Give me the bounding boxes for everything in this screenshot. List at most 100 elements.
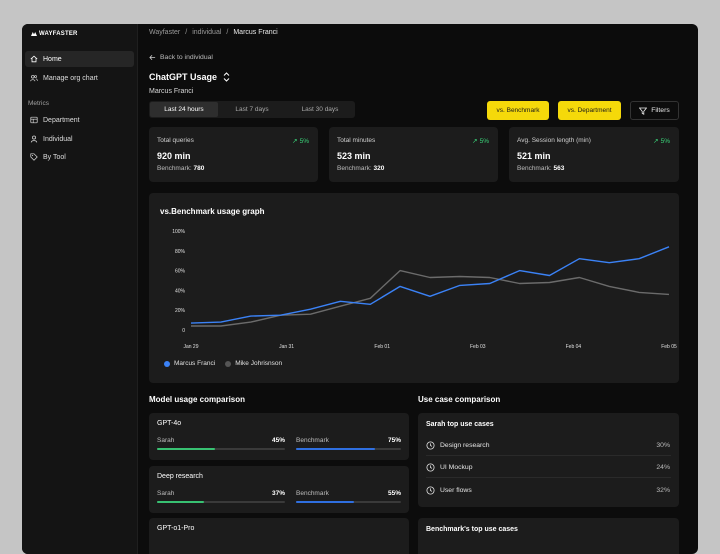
sidebar-item-manage-org-chart[interactable]: Manage org chart — [25, 70, 134, 86]
sidebar-item-by-tool[interactable]: By Tool — [25, 149, 134, 165]
stat-value: 521 min — [517, 151, 551, 161]
vs-department-button[interactable]: vs. Department — [558, 101, 621, 120]
vs-benchmark-button[interactable]: vs. Benchmark — [487, 101, 549, 120]
benchmark-pct: 55% — [387, 490, 401, 497]
chevron-up-down-icon — [223, 72, 230, 82]
back-link[interactable]: Back to individual — [149, 54, 213, 61]
sidebar-item-department[interactable]: Department — [25, 112, 134, 128]
trend-value: 5% — [660, 137, 670, 145]
logo[interactable]: WAYFASTER — [31, 31, 78, 37]
use-case-card-title: Sarah top use cases — [426, 421, 494, 428]
trend-up-icon: ↗ — [472, 138, 478, 145]
stat-card-avg-session-length: Avg. Session length (min) ↗ 5% 521 min Be… — [509, 127, 679, 182]
benchmark-label: Benchmark: — [157, 165, 192, 172]
benchmark-label: Benchmark — [296, 490, 329, 497]
time-range-selector: Last 24 hours Last 7 days Last 30 days — [149, 101, 355, 118]
logo-mark-icon — [31, 32, 37, 36]
clock-icon — [426, 462, 435, 472]
use-case-row[interactable]: UI Mockup 24% — [426, 461, 670, 473]
benchmark-label: Benchmark: — [517, 165, 552, 172]
page-title[interactable]: ChatGPT Usage — [149, 72, 230, 82]
y-tick-label: 20% — [175, 308, 186, 314]
user-label: Sarah — [157, 437, 175, 444]
trend-badge: ↗ 5% — [653, 137, 670, 146]
benchmark-value: 780 — [193, 165, 205, 172]
trend-value: 5% — [479, 137, 489, 145]
app-window: WAYFASTER Home Manage org chart Metrics … — [22, 24, 698, 554]
y-tick-label: 0 — [182, 328, 185, 334]
breadcrumb-item[interactable]: Wayfaster — [149, 29, 181, 36]
stat-value: 920 min — [157, 151, 191, 161]
legend-item[interactable]: Marcus Franci — [164, 360, 215, 367]
x-tick-label: Feb 05 — [661, 344, 677, 350]
user-progress-track — [157, 501, 285, 503]
sidebar-item-individual[interactable]: Individual — [25, 131, 134, 147]
benchmark-value: 320 — [373, 165, 385, 172]
x-tick-label: Feb 03 — [470, 344, 486, 350]
stat-benchmark: Benchmark: 563 — [517, 165, 564, 172]
trend-up-icon: ↗ — [292, 138, 298, 145]
person-icon — [30, 135, 38, 143]
usage-chart-card: vs.Benchmark usage graph 0 20% 40% 60% 80% 10… — [149, 193, 679, 383]
trend-up-icon: ↗ — [653, 138, 659, 145]
stat-card-total-minutes: Total minutes ↗ 5% 523 min Benchmark: 320 — [329, 127, 498, 182]
use-case-label: UI Mockup — [440, 463, 473, 471]
breadcrumb-separator: / — [226, 29, 229, 36]
user-pct: 37% — [271, 490, 285, 497]
x-tick-label: Jan 29 — [183, 344, 198, 350]
breadcrumb-item[interactable]: individual — [192, 29, 222, 36]
y-tick-label: 80% — [175, 249, 186, 255]
filter-icon — [639, 107, 648, 115]
breadcrumb: Wayfaster / individual / Marcus Franci — [149, 29, 278, 36]
benchmark-progress-track — [296, 501, 401, 503]
series-line — [191, 269, 670, 327]
use-case-pct: 30% — [656, 441, 670, 449]
use-case-card-benchmark: Benchmark's top use cases — [418, 518, 679, 554]
benchmark-label: Benchmark — [296, 437, 329, 444]
tab-last-24-hours[interactable]: Last 24 hours — [150, 102, 218, 117]
stat-title: Total minutes — [337, 137, 376, 144]
main-content: Wayfaster / individual / Marcus Franci B… — [138, 24, 698, 554]
filters-label: Filters — [651, 107, 670, 114]
model-card-gpt-o1-pro: GPT-o1-Pro — [149, 518, 409, 554]
use-case-row[interactable]: Design research 30% — [426, 439, 670, 451]
tab-last-7-days[interactable]: Last 7 days — [235, 106, 269, 113]
x-tick-label: Feb 04 — [566, 344, 582, 350]
breadcrumb-current: Marcus Franci — [233, 29, 278, 36]
y-tick-label: 60% — [175, 269, 186, 275]
use-case-card-title: Benchmark's top use cases — [426, 526, 518, 533]
chart-title: vs.Benchmark usage graph — [160, 207, 265, 216]
x-tick-label: Jan 31 — [279, 344, 294, 350]
filters-button[interactable]: Filters — [630, 101, 679, 120]
stat-card-total-queries: Total queries ↗ 5% 920 min Benchmark: 780 — [149, 127, 318, 182]
stat-benchmark: Benchmark: 780 — [157, 165, 204, 172]
user-pct: 45% — [271, 437, 285, 444]
sidebar-item-label: By Tool — [43, 153, 66, 161]
use-case-row[interactable]: User flows 32% — [426, 484, 670, 496]
home-icon — [30, 55, 38, 63]
clock-icon — [426, 485, 435, 495]
use-case-pct: 32% — [656, 486, 670, 494]
benchmark-pct: 75% — [387, 437, 401, 444]
divider — [426, 477, 671, 478]
model-name: GPT-o1-Pro — [157, 525, 195, 532]
benchmark-progress-track — [296, 448, 401, 450]
back-link-label: Back to individual — [160, 54, 213, 61]
sidebar-item-home[interactable]: Home — [25, 51, 134, 67]
user-progress-fill — [157, 501, 205, 503]
legend-label: Marcus Franci — [174, 360, 216, 367]
legend-item[interactable]: Mike Johrisnson — [225, 360, 282, 367]
breadcrumb-separator: / — [185, 29, 188, 36]
user-progress-fill — [157, 448, 215, 450]
sidebar-item-label: Department — [43, 116, 80, 124]
tab-last-30-days[interactable]: Last 30 days — [301, 106, 339, 113]
chart-legend: Marcus Franci Mike Johrisnson — [164, 360, 282, 367]
users-icon — [30, 75, 38, 82]
benchmark-label: Benchmark: — [337, 165, 372, 172]
sidebar-item-label: Home — [43, 55, 62, 63]
stat-benchmark: Benchmark: 320 — [337, 165, 384, 172]
benchmark-progress-fill — [296, 501, 354, 503]
user-label: Sarah — [157, 490, 175, 497]
sidebar-item-label: Manage org chart — [43, 74, 98, 82]
metrics-section-label: Metrics — [28, 100, 49, 107]
